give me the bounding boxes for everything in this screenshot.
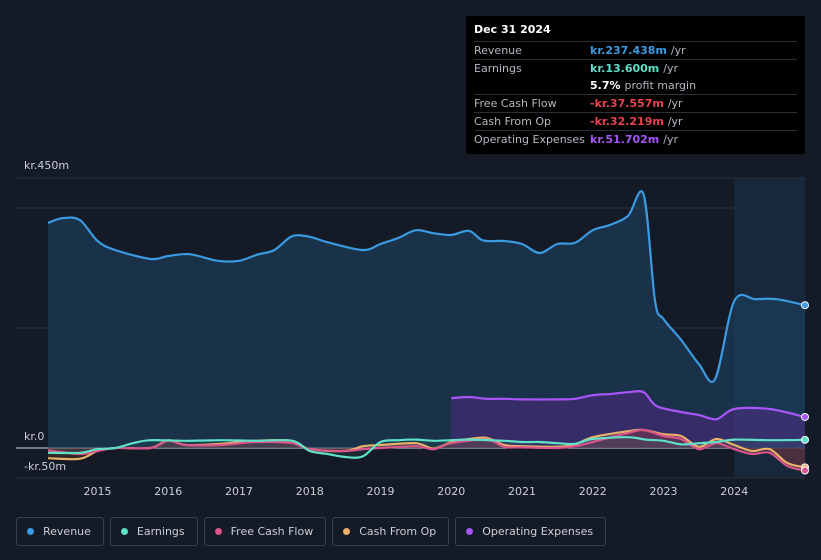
x-axis-tick-label: 2018 [296, 485, 324, 498]
y-axis-label: kr.0 [24, 430, 44, 443]
revenue-line [47, 190, 806, 383]
tooltip-row-value: kr.13.600m [590, 62, 660, 75]
tooltip-rows: Revenue kr.237.438m/yr Earnings kr.13.600m /… [474, 41, 797, 148]
tooltip-row-value: kr.51.702m [590, 133, 660, 146]
legend-item-free-cash-flow[interactable]: Free Cash Flow [203, 517, 327, 546]
legend-label: Operating Expenses [482, 525, 594, 538]
tooltip-row-value: 5.7% [590, 79, 621, 92]
x-axis-tick-label: 2016 [154, 485, 182, 498]
tooltip-row: Revenue kr.237.438m/yr [474, 41, 797, 59]
legend-dot-icon [120, 528, 128, 535]
free-cash-flow-endpoint [801, 466, 809, 475]
operating-expenses-endpoint [801, 412, 809, 421]
legend-dot-icon [343, 528, 351, 535]
tooltip-row-value: -kr.37.557m [590, 97, 664, 110]
tooltip-row: Operating Expenses kr.51.702m/yr [474, 130, 797, 148]
x-axis-tick-label: 2022 [579, 485, 607, 498]
x-axis-tick-label: 2015 [84, 485, 112, 498]
chart-legend: Revenue Earnings Free Cash Flow Cash From O… [16, 517, 607, 546]
legend-item-revenue[interactable]: Revenue [16, 517, 104, 546]
legend-label: Earnings [136, 525, 185, 538]
tooltip-row-label: Free Cash Flow [474, 97, 557, 110]
tooltip-row-unit: /yr [663, 133, 679, 146]
legend-label: Free Cash Flow [230, 525, 314, 538]
y-axis-label: -kr.50m [24, 460, 66, 473]
tooltip-row-label: Revenue [474, 44, 522, 57]
tooltip-row-value: -kr.32.219m [590, 115, 664, 128]
tooltip-row: Free Cash Flow -kr.37.557m/yr [474, 94, 797, 112]
legend-label: Cash From Op [359, 525, 437, 538]
tooltip-row-value: kr.237.438m [590, 44, 667, 57]
data-tooltip: Dec 31 2024 Revenue kr.237.438m/yr Earning… [466, 16, 805, 154]
legend-item-cash-from-op[interactable]: Cash From Op [332, 517, 450, 546]
tooltip-row: Cash From Op -kr.32.219m/yr [474, 112, 797, 130]
tooltip-row-unit: /yr [667, 97, 683, 110]
x-axis-labels: 2015 2016 2017 2018 2019 2020 2021 2022 2023 2024 [84, 485, 749, 498]
y-axis-labels: kr.450m kr.0 -kr.50m [24, 159, 69, 473]
series-endpoints [801, 301, 809, 475]
y-axis-label: kr.450m [24, 159, 69, 172]
tooltip-row-unit: profit margin [624, 79, 697, 92]
legend-label: Revenue [43, 525, 91, 538]
legend-item-operating-expenses[interactable]: Operating Expenses [455, 517, 607, 546]
tooltip-row-label: Operating Expenses [474, 133, 585, 146]
tooltip-row-unit: /yr [663, 62, 679, 75]
x-axis-tick-label: 2020 [437, 485, 465, 498]
tooltip-row: 5.7% profit margin [474, 77, 797, 94]
x-axis-tick-label: 2024 [720, 485, 748, 498]
operating-expenses-line [451, 390, 806, 421]
x-axis-tick-label: 2017 [225, 485, 253, 498]
series-areas [48, 191, 805, 471]
tooltip-row-label: Cash From Op [474, 115, 552, 128]
tooltip-row-label: Earnings [474, 62, 522, 75]
tooltip-date: Dec 31 2024 [474, 23, 551, 36]
revenue-endpoint [801, 301, 809, 310]
series-lines [47, 190, 806, 472]
earnings-line [47, 436, 806, 459]
legend-item-earnings[interactable]: Earnings [109, 517, 198, 546]
tooltip-row-unit: /yr [670, 44, 686, 57]
legend-dot-icon [214, 528, 222, 535]
x-axis-tick-label: 2021 [508, 485, 536, 498]
revenue-area [48, 191, 805, 449]
legend-dot-icon [466, 528, 474, 535]
free-cash-flow-area [48, 429, 805, 471]
operating-expenses-area [451, 391, 805, 448]
x-axis-tick-label: 2023 [650, 485, 678, 498]
x-axis-tick-label: 2019 [367, 485, 395, 498]
earnings-endpoint [801, 435, 809, 444]
tooltip-row-unit: /yr [667, 115, 683, 128]
cash-from-op-area [48, 429, 805, 468]
tooltip-row: Earnings kr.13.600m/yr [474, 59, 797, 77]
legend-dot-icon [27, 528, 34, 535]
